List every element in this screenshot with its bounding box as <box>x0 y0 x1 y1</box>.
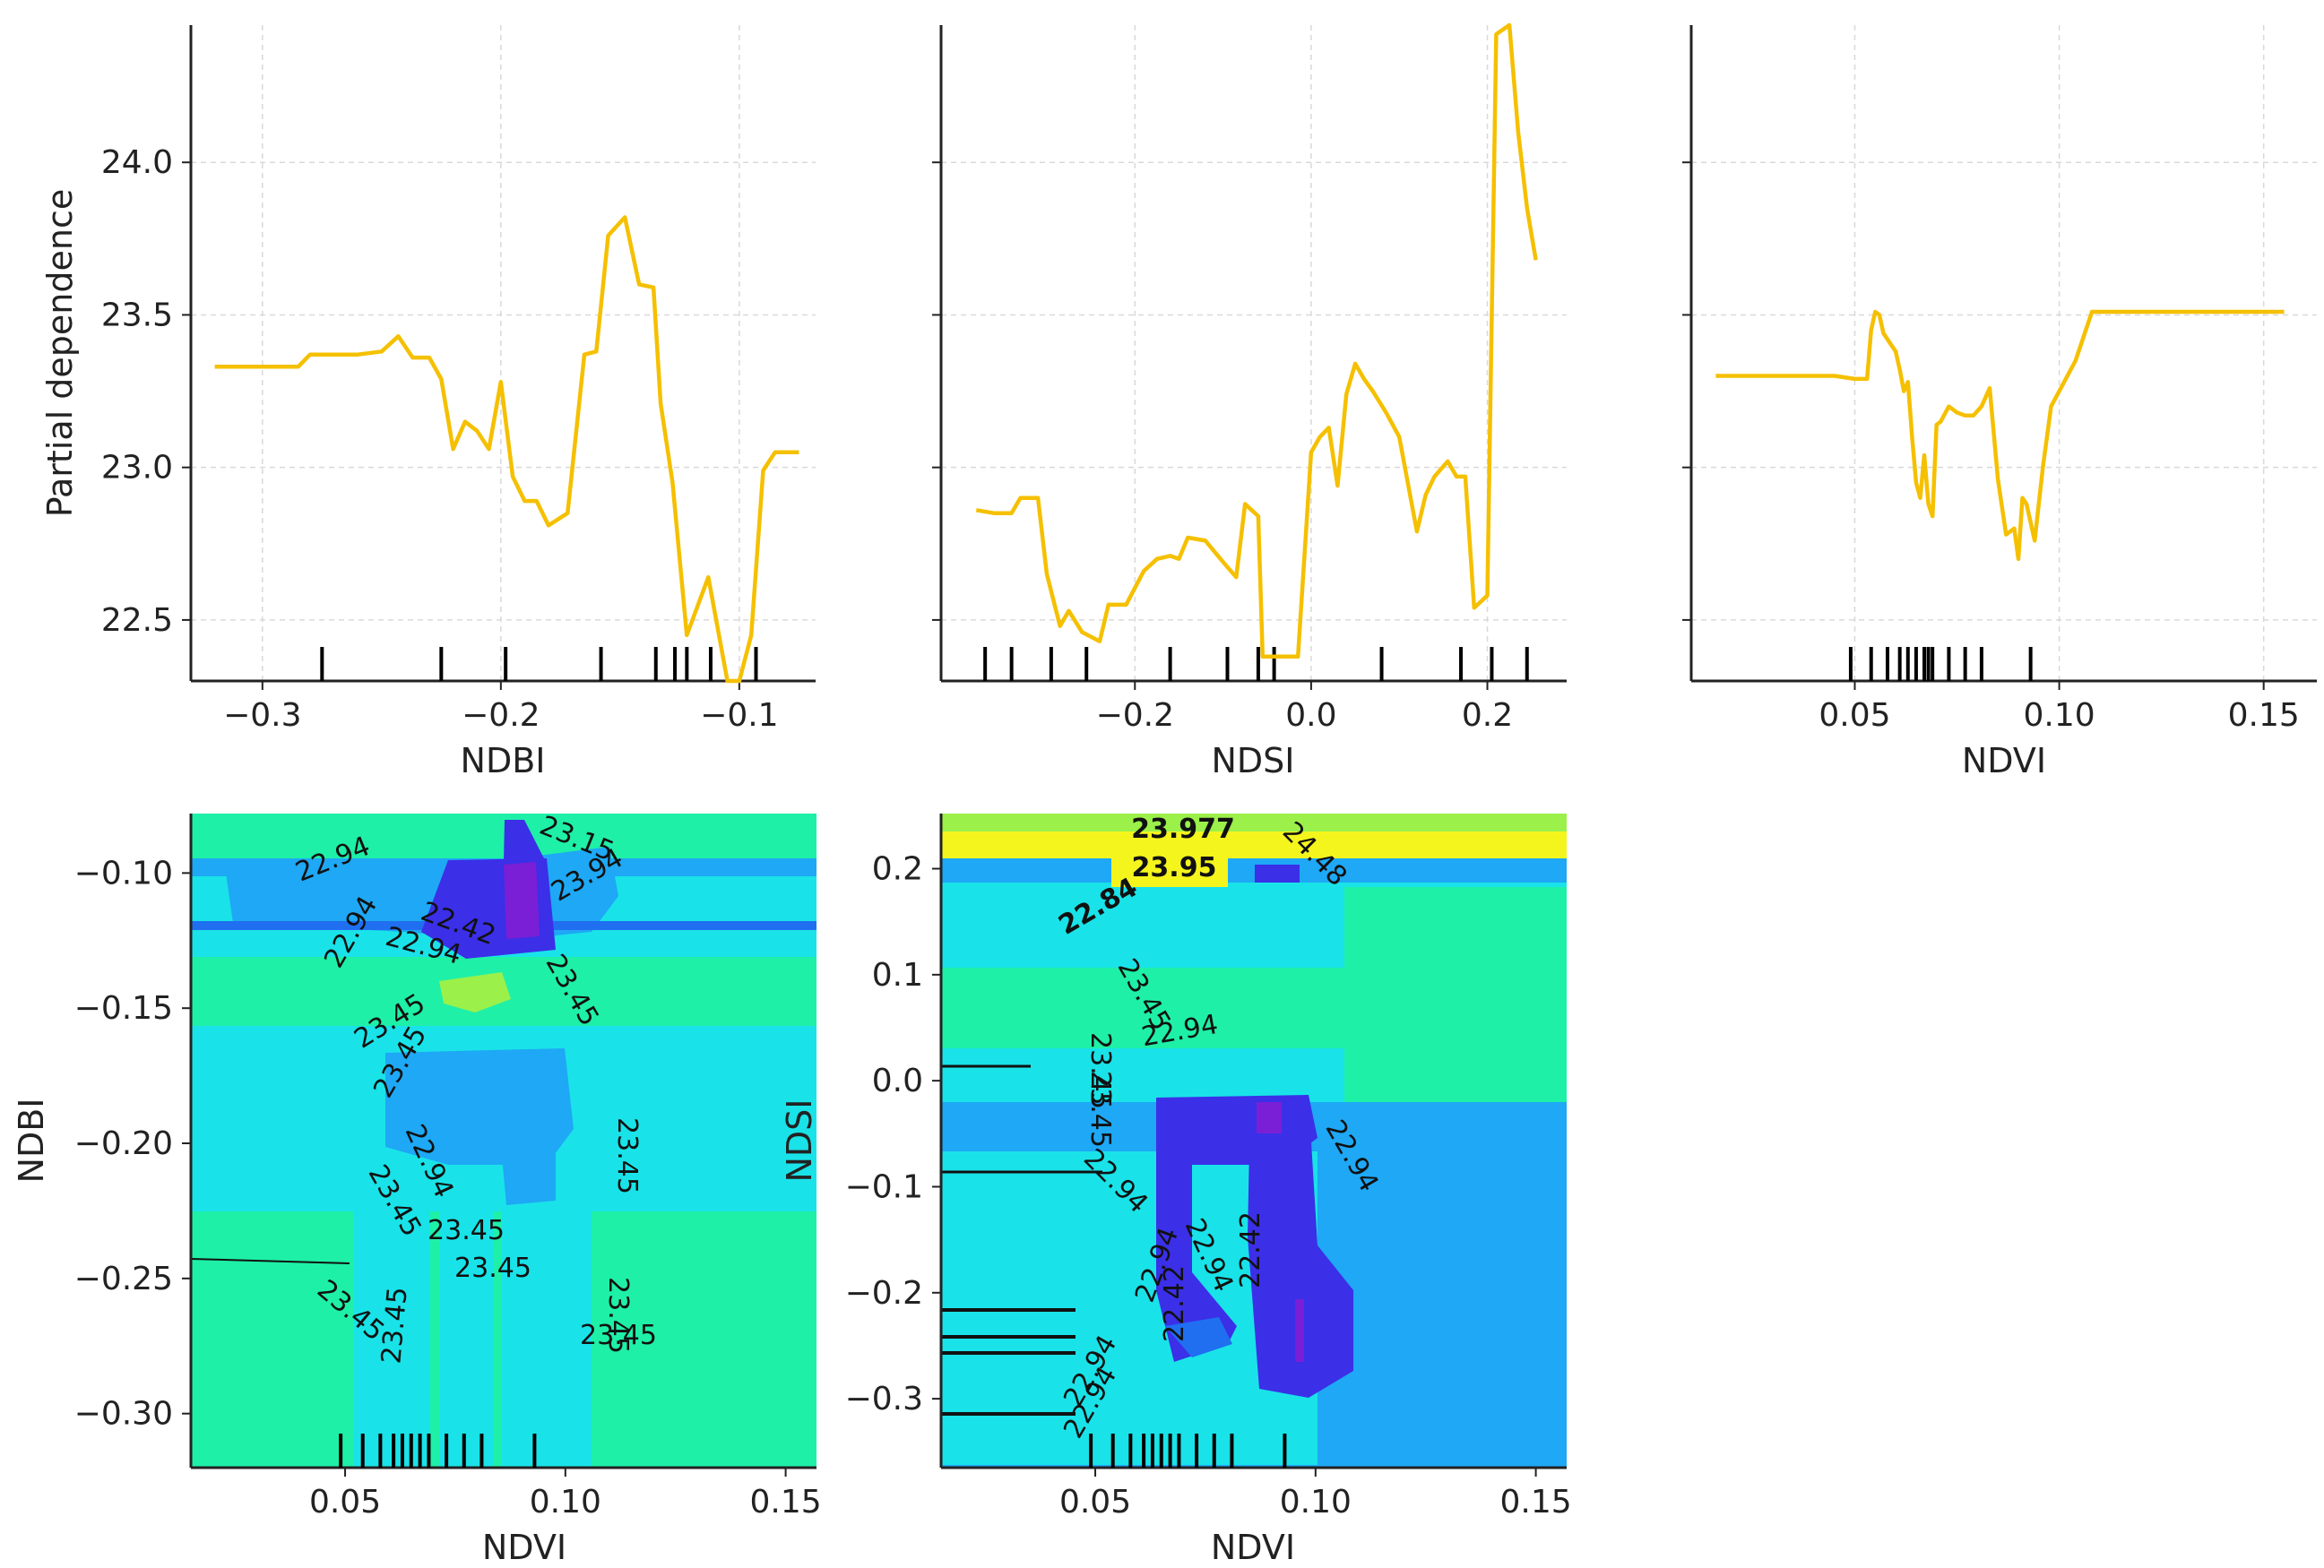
x-tick-label: 0.10 <box>2024 697 2095 734</box>
panel-ndsi-ticks: −0.2 0.0 0.2 <box>932 161 1513 734</box>
x-tick-label: −0.3 <box>223 697 301 734</box>
panel-ndsi-xlabel: NDSI <box>1211 741 1294 780</box>
y-tick-label: 22.5 <box>101 602 173 639</box>
x-tick-label: 0.15 <box>2228 697 2300 734</box>
contour-label: 23.45 <box>376 1286 413 1366</box>
panel-ndbi-line <box>214 215 799 684</box>
y-tick-label: 0.2 <box>872 851 923 888</box>
panel-2d-ndsi-ylabel: NDSI <box>780 1098 819 1182</box>
panel-2d-ndsi-xlabel: NDVI <box>1211 1528 1295 1567</box>
panel-2d-ndbi-rug <box>339 1434 537 1468</box>
y-tick-label: 0.0 <box>872 1063 923 1099</box>
panel-ndvi-xlabel: NDVI <box>1962 741 2046 780</box>
contour-fill-ndbi <box>191 814 816 1468</box>
contour-region <box>439 1211 493 1468</box>
panel-ndsi-line <box>975 22 1538 659</box>
contour-label: 23.95 <box>1132 852 1217 883</box>
contour-region <box>439 972 511 1012</box>
panel-ndbi-ticks: −0.3 −0.2 −0.1 22.5 23.0 23.5 24.0 <box>101 144 779 734</box>
panel-ndvi-grid <box>1691 25 2317 681</box>
y-tick-label: 0.1 <box>872 957 923 994</box>
x-tick-label: 0.2 <box>1462 697 1513 734</box>
panel-ndvi-rug <box>1848 647 2033 681</box>
x-tick-label: 0.05 <box>1059 1484 1131 1521</box>
contour-region <box>1255 865 1300 883</box>
y-tick-label: −0.25 <box>74 1261 173 1297</box>
x-tick-label: −0.2 <box>1096 697 1174 734</box>
panel-ndvi-line <box>1715 309 2285 562</box>
contour-line <box>191 1258 350 1264</box>
x-tick-label: −0.1 <box>700 697 778 734</box>
contour-region <box>191 814 816 860</box>
panel-2d-ndbi-xlabel: NDVI <box>482 1528 566 1567</box>
y-tick-label: 23.5 <box>101 297 173 333</box>
panel-2d-ndsi-rug <box>1089 1434 1287 1468</box>
y-tick-label: −0.3 <box>845 1381 923 1417</box>
y-tick-label: −0.30 <box>74 1396 173 1433</box>
panel-2d-ndvi-ndsi: 0.05 0.10 0.15 −0.3 −0.2 −0.1 0.0 0.1 0.2 23.977… <box>780 814 1572 1567</box>
contour-region <box>1344 887 1567 1102</box>
x-tick-label: 0.15 <box>750 1484 822 1521</box>
panel-pd-ndvi: 0.05 0.10 0.15 NDVI <box>1682 25 2317 780</box>
y-tick-label: −0.2 <box>845 1275 923 1312</box>
panel-pd-ndbi: −0.3 −0.2 −0.1 22.5 23.0 23.5 24.0 NDBI Partia… <box>40 25 816 780</box>
contour-region <box>1248 1098 1353 1398</box>
y-tick-label: 23.0 <box>101 450 173 487</box>
contour-region <box>354 1211 430 1468</box>
panel-ndbi-grid <box>191 25 816 681</box>
contour-region <box>941 814 1567 831</box>
y-tick-label: 24.0 <box>101 144 173 181</box>
contour-region <box>385 1048 574 1165</box>
contour-region <box>1111 851 1228 887</box>
y-tick-label: −0.1 <box>845 1168 923 1205</box>
panel-2d-ndbi-ylabel: NDBI <box>12 1098 51 1184</box>
x-tick-label: 0.10 <box>530 1484 601 1521</box>
panel-2d-ndbi-ticks: 0.05 0.10 0.15 −0.30 −0.25 −0.20 −0.15 −0.10 <box>74 855 822 1521</box>
x-tick-label: 0.05 <box>1819 697 1890 734</box>
panel-2d-ndvi-ndbi: 0.05 0.10 0.15−0.30−0.25−0.20−0.15−0.10 22… <box>12 810 822 1567</box>
contour-region <box>941 831 1567 858</box>
contour-region <box>502 1211 592 1468</box>
contour-region <box>502 1147 556 1205</box>
y-tick-label: −0.10 <box>74 855 173 892</box>
panel-ndbi-xlabel: NDBI <box>461 741 546 780</box>
panel-2d-ndsi-ticks: 0.05 0.10 0.15 −0.3 −0.2 −0.1 0.0 0.1 0.2 <box>845 851 1572 1521</box>
contour-label: 23.45 <box>428 1215 505 1246</box>
contour-label: 23.977 <box>1131 814 1235 845</box>
contour-region <box>1295 1299 1304 1362</box>
contour-region <box>605 1165 816 1468</box>
contour-label: 22.42 <box>1235 1211 1266 1288</box>
contour-label: 22.42 <box>1159 1265 1190 1342</box>
x-tick-label: 0.05 <box>309 1484 381 1521</box>
panel-ndbi-ylabel: Partial dependence <box>40 189 80 517</box>
panel-ndbi-rug <box>320 647 758 681</box>
y-tick-label: −0.20 <box>74 1125 173 1162</box>
y-tick-label: −0.15 <box>74 990 173 1027</box>
x-tick-label: 0.0 <box>1285 697 1336 734</box>
contour-region <box>1257 1102 1282 1133</box>
panel-ndvi-ticks: 0.05 0.10 0.15 <box>1682 161 2300 734</box>
panel-pd-ndsi: −0.2 0.0 0.2 NDSI <box>932 22 1567 780</box>
contour-region <box>1165 1317 1232 1357</box>
panel-ndsi-rug <box>983 647 1529 681</box>
x-tick-label: −0.2 <box>462 697 540 734</box>
contour-fill-ndsi <box>941 814 1567 1468</box>
contour-label: 23.45 <box>580 1320 657 1351</box>
contour-label: 23.45 <box>1084 1071 1116 1148</box>
x-tick-label: 0.15 <box>1500 1484 1572 1521</box>
contour-label: 23.45 <box>602 1277 634 1354</box>
contour-region <box>504 862 540 939</box>
contour-label: 23.45 <box>454 1253 531 1284</box>
contour-label: 23.45 <box>611 1117 643 1194</box>
contour-label: 23.45 <box>1084 1032 1116 1109</box>
x-tick-label: 0.10 <box>1280 1484 1352 1521</box>
